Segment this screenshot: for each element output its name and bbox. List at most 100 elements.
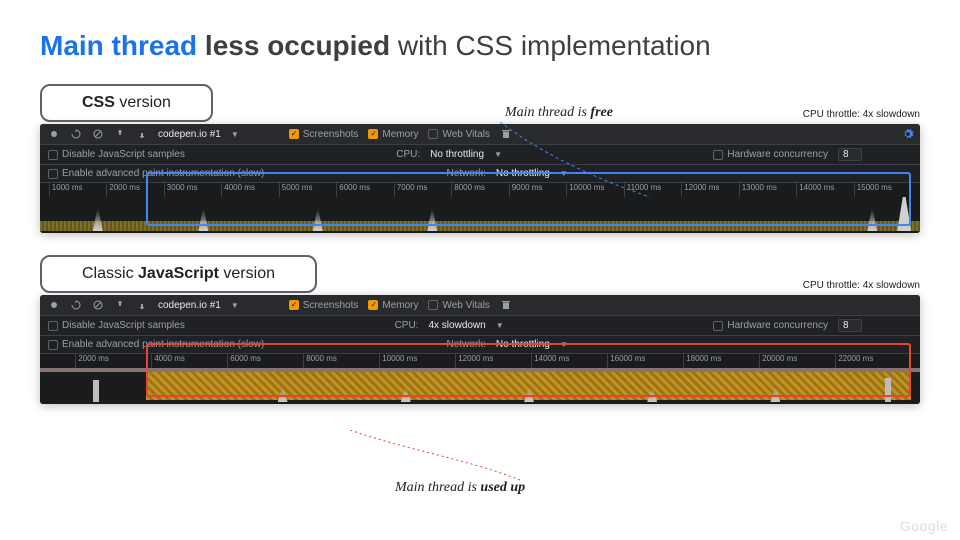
ruler-tick: 14000 ms <box>531 354 569 368</box>
gear-icon[interactable] <box>902 128 914 140</box>
devtools-tab[interactable]: codepen.io #1 <box>158 129 221 140</box>
label-css-b: version <box>119 94 171 111</box>
ruler-tick: 16000 ms <box>607 354 645 368</box>
label-js-b: JavaScript <box>138 265 219 282</box>
label-js-a: Classic <box>82 265 134 282</box>
cpu-value[interactable]: 4x slowdown <box>428 320 485 331</box>
reload-icon[interactable] <box>70 128 82 140</box>
devtools-panel-js: codepen.io #1 ▼ Screenshots Memory Web V… <box>40 295 920 404</box>
download-icon[interactable] <box>136 299 148 311</box>
disable-js-checkbox[interactable]: Disable JavaScript samples <box>48 149 185 160</box>
record-icon[interactable] <box>48 128 60 140</box>
slide: Main thread less occupied with CSS imple… <box>0 0 960 540</box>
network-label: Network: <box>446 339 485 350</box>
title-part3: with CSS implementation <box>398 30 711 61</box>
title-part1: Main thread <box>40 30 197 61</box>
devtools-panel-css: codepen.io #1 ▼ Screenshots Memory Web V… <box>40 124 920 233</box>
paint-instr-checkbox[interactable]: Enable advanced paint instrumentation (s… <box>48 168 264 179</box>
timeline-css[interactable]: 1000 ms2000 ms3000 ms4000 ms5000 ms6000 … <box>40 183 920 233</box>
ruler-tick: 5000 ms <box>279 183 313 197</box>
ruler-tick: 10000 ms <box>566 183 604 197</box>
cpu-value[interactable]: No throttling <box>430 149 484 160</box>
slide-title: Main thread less occupied with CSS imple… <box>40 30 920 62</box>
ruler-tick: 14000 ms <box>796 183 834 197</box>
section-css: CSS version CPU throttle: 4x slowdown co… <box>40 84 920 233</box>
timeline-track <box>40 368 920 404</box>
chevron-down-icon[interactable]: ▼ <box>560 169 568 178</box>
network-value[interactable]: No throttling <box>496 168 550 179</box>
ruler-tick: 8000 ms <box>451 183 485 197</box>
label-js-c: version <box>223 265 275 282</box>
label-css-a: CSS <box>82 94 115 111</box>
ruler-tick: 18000 ms <box>683 354 721 368</box>
ruler-tick: 2000 ms <box>75 354 109 368</box>
label-pill-css: CSS version <box>40 84 213 122</box>
activity-blip <box>427 209 437 231</box>
throttle-css: CPU throttle: 4x slowdown <box>803 109 920 120</box>
ruler-tick: 3000 ms <box>164 183 198 197</box>
ruler-tick: 4000 ms <box>221 183 255 197</box>
network-label: Network: <box>446 168 485 179</box>
activity-blip <box>93 209 103 231</box>
ruler-tick: 8000 ms <box>303 354 337 368</box>
upload-icon[interactable] <box>114 299 126 311</box>
timeline-ruler: 1000 ms2000 ms3000 ms4000 ms5000 ms6000 … <box>40 183 920 197</box>
ruler-tick: 4000 ms <box>151 354 185 368</box>
screenshots-checkbox[interactable]: Screenshots <box>289 129 359 140</box>
chevron-down-icon[interactable]: ▼ <box>494 150 502 159</box>
record-icon[interactable] <box>48 299 60 311</box>
chevron-down-icon[interactable]: ▼ <box>231 301 239 310</box>
section-js: Classic JavaScript version CPU throttle:… <box>40 255 920 404</box>
ruler-tick: 6000 ms <box>336 183 370 197</box>
timeline-track <box>40 197 920 233</box>
hw-concurrency-input[interactable]: 8 <box>838 148 862 161</box>
google-logo: Google <box>900 518 948 534</box>
activity-blip <box>313 209 323 231</box>
network-value[interactable]: No throttling <box>496 339 550 350</box>
ruler-tick: 10000 ms <box>379 354 417 368</box>
activity-blip <box>198 209 208 231</box>
annotation-free: Main thread is free <box>505 105 613 121</box>
chevron-down-icon[interactable]: ▼ <box>496 321 504 330</box>
ruler-tick: 12000 ms <box>681 183 719 197</box>
memory-checkbox[interactable]: Memory <box>368 300 418 311</box>
activity-spike <box>897 197 911 231</box>
hw-concurrency-checkbox[interactable]: Hardware concurrency <box>713 149 828 160</box>
ruler-tick: 7000 ms <box>394 183 428 197</box>
ruler-tick: 15000 ms <box>854 183 892 197</box>
timeline-js[interactable]: 2000 ms4000 ms6000 ms8000 ms10000 ms1200… <box>40 354 920 404</box>
activity-sparkline <box>40 221 920 231</box>
hw-concurrency-checkbox[interactable]: Hardware concurrency <box>713 320 828 331</box>
clear-icon[interactable] <box>92 128 104 140</box>
trash-icon[interactable] <box>500 128 512 140</box>
ruler-tick: 20000 ms <box>759 354 797 368</box>
chevron-down-icon[interactable]: ▼ <box>231 130 239 139</box>
paint-instr-checkbox[interactable]: Enable advanced paint instrumentation (s… <box>48 339 264 350</box>
activity-bar <box>93 380 99 402</box>
trash-icon[interactable] <box>500 299 512 311</box>
devtools-row-network: Enable advanced paint instrumentation (s… <box>40 165 920 183</box>
memory-checkbox[interactable]: Memory <box>368 129 418 140</box>
devtools-toolbar: codepen.io #1 ▼ Screenshots Memory Web V… <box>40 124 920 145</box>
upload-icon[interactable] <box>114 128 126 140</box>
activity-bar <box>885 378 891 402</box>
cpu-label: CPU: <box>396 149 420 160</box>
activity-blip <box>867 209 877 231</box>
devtools-toolbar: codepen.io #1 ▼ Screenshots Memory Web V… <box>40 295 920 316</box>
ruler-tick: 13000 ms <box>739 183 777 197</box>
download-icon[interactable] <box>136 128 148 140</box>
throttle-js: CPU throttle: 4x slowdown <box>803 280 920 291</box>
title-part2: less occupied <box>205 30 390 61</box>
clear-icon[interactable] <box>92 299 104 311</box>
reload-icon[interactable] <box>70 299 82 311</box>
webvitals-checkbox[interactable]: Web Vitals <box>428 300 489 311</box>
section-css-header: CSS version CPU throttle: 4x slowdown <box>40 84 920 122</box>
screenshots-checkbox[interactable]: Screenshots <box>289 300 359 311</box>
section-js-header: Classic JavaScript version CPU throttle:… <box>40 255 920 293</box>
chevron-down-icon[interactable]: ▼ <box>560 340 568 349</box>
disable-js-checkbox[interactable]: Disable JavaScript samples <box>48 320 185 331</box>
hw-concurrency-input[interactable]: 8 <box>838 319 862 332</box>
devtools-tab[interactable]: codepen.io #1 <box>158 300 221 311</box>
webvitals-checkbox[interactable]: Web Vitals <box>428 129 489 140</box>
cpu-label: CPU: <box>395 320 419 331</box>
